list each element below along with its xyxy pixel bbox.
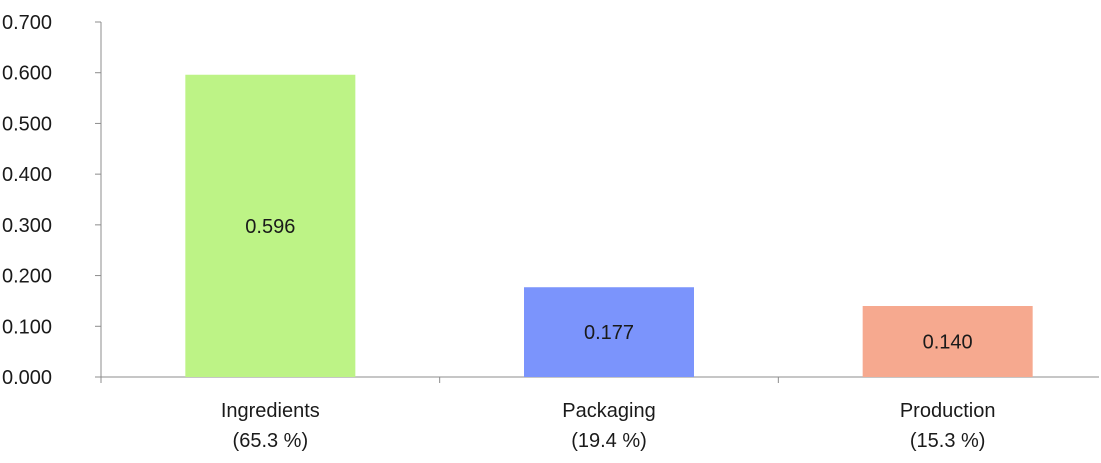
x-axis-ticks <box>439 377 779 383</box>
y-tick-label: 0.700 <box>2 12 52 34</box>
bar-value-label: 0.177 <box>584 322 634 344</box>
y-tick-label: 0.200 <box>2 266 52 288</box>
bar-value-label: 0.140 <box>923 332 973 354</box>
y-tick-label: 0.600 <box>2 63 52 85</box>
x-category-share-label: (15.3 %) <box>910 430 986 452</box>
x-category-share-label: (65.3 %) <box>233 430 309 452</box>
y-tick-label: 0.400 <box>2 164 52 186</box>
x-category-label: Production <box>900 400 996 422</box>
bar-value-label: 0.596 <box>245 216 295 238</box>
y-axis-ticks: 0.000 0.100 0.200 0.300 0.400 0.500 0.600 0.700 <box>2 12 101 389</box>
bar <box>862 306 1033 377</box>
x-category-label: Ingredients <box>221 400 320 422</box>
y-tick-label: 0.500 <box>2 113 52 135</box>
bars-group: 0.596 0.177 0.140 <box>185 74 1033 377</box>
x-category-label: Packaging <box>562 400 655 422</box>
y-tick-label: 0.000 <box>2 367 52 389</box>
x-axis-labels: Ingredients (65.3 %) Packaging (19.4 %) Prod… <box>221 400 996 452</box>
bar <box>524 287 694 377</box>
y-tick-label: 0.100 <box>2 316 52 338</box>
y-tick-label: 0.300 <box>2 215 52 237</box>
x-category-share-label: (19.4 %) <box>571 430 647 452</box>
bar <box>185 74 356 377</box>
